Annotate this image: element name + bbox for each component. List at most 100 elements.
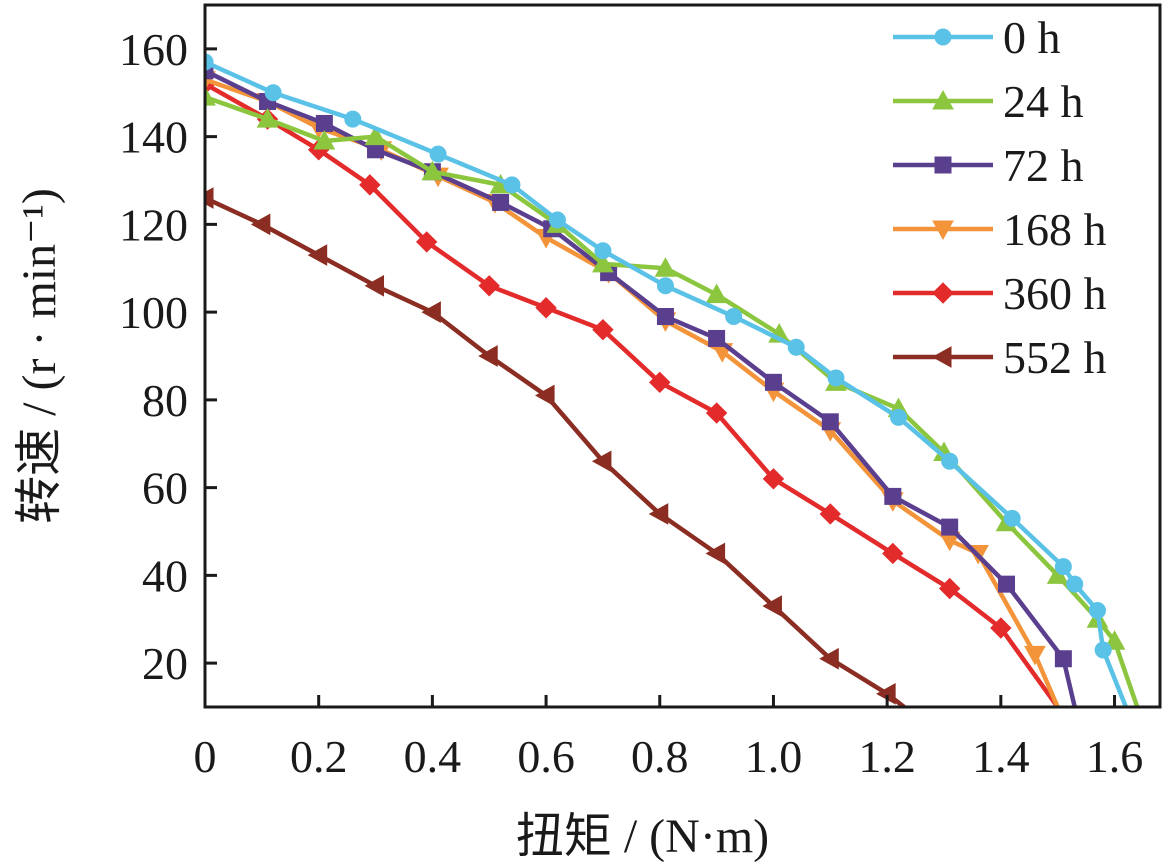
x-tick-label: 0.6 — [517, 731, 575, 782]
data-point — [1024, 645, 1046, 666]
legend-label: 168 h — [1003, 204, 1107, 255]
legend-label: 24 h — [1003, 76, 1084, 127]
data-point — [205, 53, 214, 71]
data-point — [592, 252, 614, 273]
data-point — [1088, 601, 1106, 619]
legend-marker — [934, 28, 952, 46]
legend-label: 0 h — [1003, 12, 1061, 63]
y-axis-title: 转速 / (r · min⁻¹) — [13, 188, 66, 524]
legend-label: 72 h — [1003, 140, 1084, 191]
data-point — [1066, 575, 1084, 593]
data-point — [787, 338, 805, 356]
data-point — [1054, 558, 1072, 576]
legend-label: 360 h — [1003, 268, 1107, 319]
x-tick-label: 1.4 — [972, 731, 1030, 782]
x-tick-label: 0.4 — [404, 731, 462, 782]
legend-item: 72 h — [893, 140, 1084, 191]
data-point — [264, 84, 282, 102]
series-line — [205, 82, 1060, 707]
data-point — [656, 308, 674, 326]
data-point — [364, 274, 385, 297]
y-tick-label: 100 — [119, 287, 188, 338]
legend-item: 24 h — [893, 76, 1084, 127]
data-point — [478, 345, 498, 367]
series-line — [205, 77, 1060, 707]
y-tick-label: 160 — [119, 24, 188, 75]
legend-item: 552 h — [893, 332, 1107, 383]
data-point — [725, 308, 743, 326]
data-point — [762, 468, 785, 490]
data-point — [764, 373, 782, 391]
data-point — [421, 301, 441, 323]
data-point — [705, 402, 728, 424]
series-2 — [205, 62, 1077, 707]
y-tick-label: 60 — [142, 463, 188, 514]
x-tick-label: 0.8 — [631, 731, 689, 782]
legend-marker — [932, 282, 954, 304]
data-point — [649, 371, 671, 394]
data-point — [1094, 641, 1112, 659]
data-point — [884, 487, 902, 505]
plot-frame — [203, 3, 1162, 709]
legend-marker — [932, 89, 954, 110]
y-tick-label: 20 — [142, 638, 188, 689]
legend-marker — [931, 346, 952, 368]
data-point — [708, 329, 726, 347]
data-point — [205, 86, 216, 106]
series-line — [205, 95, 1140, 707]
data-point — [594, 242, 612, 260]
legend-label: 552 h — [1003, 332, 1107, 383]
data-point — [819, 503, 842, 525]
x-tick-label: 1.0 — [745, 731, 803, 782]
data-point — [359, 174, 381, 196]
data-point — [364, 125, 387, 146]
x-tick-label: 0 — [194, 731, 217, 782]
legend: 0 h 24 h 72 h 168 h 360 h 552 h — [893, 12, 1107, 383]
data-point — [315, 114, 333, 132]
data-point — [762, 595, 782, 617]
data-point — [344, 110, 362, 128]
x-tick-label: 1.6 — [1086, 731, 1144, 782]
series-line — [205, 196, 906, 707]
data-point — [548, 211, 566, 229]
data-point — [1003, 509, 1021, 527]
data-point — [990, 617, 1012, 639]
data-point — [591, 450, 612, 473]
y-tick-label: 80 — [142, 375, 188, 426]
data-point — [492, 193, 510, 211]
data-point — [535, 297, 557, 319]
data-point — [205, 62, 214, 80]
legend-marker — [934, 156, 952, 174]
data-point — [941, 518, 959, 536]
data-point — [307, 244, 328, 266]
data-point — [819, 647, 839, 670]
series-1 — [205, 86, 1140, 707]
legend-item: 168 h — [893, 204, 1107, 255]
data-point — [941, 452, 959, 470]
data-point — [421, 160, 444, 181]
data-point — [656, 277, 674, 295]
data-point — [890, 408, 908, 426]
data-point — [648, 503, 669, 525]
data-point — [205, 187, 214, 209]
series-4 — [205, 73, 1060, 707]
data-point — [705, 283, 728, 304]
data-point — [821, 413, 839, 431]
series-0 — [205, 53, 1128, 707]
ticks-layer: 0 0.2 0.4 0.6 0.8 1.0 1.2 1.4 1.6 20 40 60 80 100 120 1… — [119, 24, 1143, 782]
series-5 — [205, 187, 906, 707]
data-point — [938, 577, 961, 600]
x-axis-title: 扭矩 / (N·m) — [516, 810, 769, 863]
y-tick-label: 120 — [119, 199, 188, 250]
data-point — [1054, 650, 1072, 668]
data-point — [705, 542, 726, 565]
x-tick-label: 1.2 — [858, 731, 916, 782]
data-point — [256, 108, 279, 128]
legend-marker — [932, 220, 954, 241]
data-point — [535, 384, 555, 407]
data-point — [429, 145, 447, 163]
data-point — [313, 129, 336, 150]
data-point — [592, 318, 614, 341]
data-point — [250, 213, 271, 236]
